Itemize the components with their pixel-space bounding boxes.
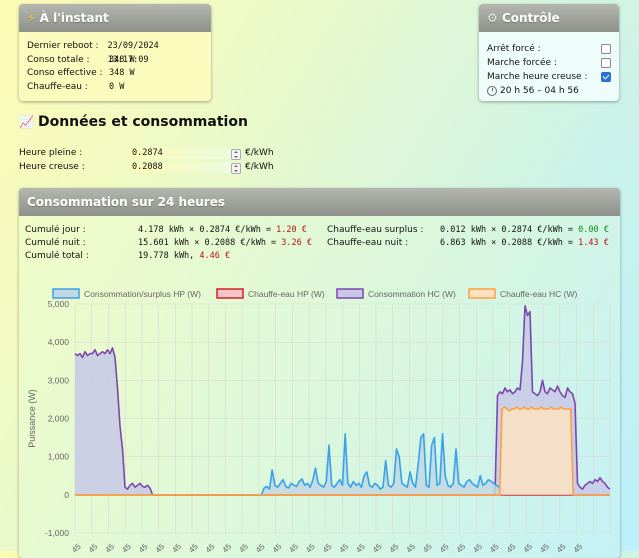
x-tick-label: 45 — [572, 542, 585, 555]
controle-item-label: Arrêt forcé : — [487, 44, 541, 54]
schedule-text: 20 h 56 – 04 h 56 — [500, 86, 579, 96]
y-tick-label: 5,000 — [48, 299, 70, 309]
heure-creuse-unit: €/kWh — [245, 161, 274, 174]
gear-icon: ⚙ — [487, 11, 498, 25]
y-tick-label: 2,000 — [48, 414, 70, 424]
x-tick-label: 45 — [505, 542, 518, 555]
donnees-heading: 📈 Données et consommation — [19, 114, 248, 130]
x-tick-label: 45 — [87, 542, 100, 555]
heure-creuse-row: Heure creuse : 0.2088 €/kWh — [19, 161, 274, 174]
x-tick-label: 45 — [287, 542, 300, 555]
y-tick-label: -1,000 — [45, 528, 69, 538]
controle-item: Marche heure creuse : — [487, 70, 611, 84]
heure-creuse-label: Heure creuse : — [19, 161, 131, 174]
heure-pleine-row: Heure pleine : 0.2874 €/kWh — [19, 147, 274, 160]
controle-checkbox[interactable] — [601, 44, 611, 54]
x-tick-label: 45 — [354, 542, 367, 555]
controle-rows: Arrêt forcé : Marche forcée : Marche heure… — [479, 32, 619, 101]
instant-row-label: Conso totale : — [27, 54, 109, 68]
instant-row: Dernier reboot :23/09/2024 13:17:09 — [27, 40, 203, 54]
instant-header: ⚡ À l'instant — [19, 4, 211, 32]
x-tick-label: 45 — [471, 542, 484, 555]
heure-creuse-input[interactable]: 0.2088 — [131, 162, 242, 173]
chart-trend-icon: 📈 — [19, 115, 34, 129]
y-tick-label: 0 — [64, 490, 69, 500]
instant-row: Chauffe-eau :0 W — [27, 81, 203, 95]
conso-panel: Consommation sur 24 heures Cumulé jour :… — [19, 188, 620, 558]
y-tick-label: 1,000 — [48, 452, 70, 462]
legend-label: Consommation/surplus HP (W) — [84, 289, 201, 299]
x-tick-label: 45 — [455, 542, 468, 555]
legend-swatch — [53, 289, 79, 298]
heure-creuse-value: 0.2088 — [132, 162, 163, 172]
x-tick-label: 45 — [371, 542, 384, 555]
x-tick-label: 45 — [271, 542, 284, 555]
controle-title: Contrôle — [502, 11, 560, 25]
x-tick-label: 45 — [304, 542, 317, 555]
x-tick-label: 45 — [137, 542, 150, 555]
controle-item-label: Marche heure creuse : — [487, 72, 588, 82]
controle-checkbox[interactable] — [601, 72, 611, 82]
controle-item-label: Marche forcée : — [487, 58, 557, 68]
instant-title: À l'instant — [40, 11, 109, 25]
instant-row-value: 348 W — [109, 54, 135, 68]
x-tick-label: 45 — [104, 542, 117, 555]
x-tick-label: 45 — [388, 542, 401, 555]
instant-panel: ⚡ À l'instant Dernier reboot :23/09/2024… — [19, 4, 211, 101]
legend-swatch — [337, 289, 363, 298]
x-tick-label: 45 — [404, 542, 417, 555]
x-tick-label: 45 — [321, 542, 334, 555]
legend-label: Chauffe-eau HP (W) — [248, 289, 325, 299]
heure-pleine-label: Heure pleine : — [19, 147, 131, 160]
schedule-row: 20 h 56 – 04 h 56 — [487, 84, 611, 98]
x-tick-label: 45 — [221, 542, 234, 555]
controle-checkbox[interactable] — [601, 58, 611, 68]
instant-row: Conso effective :348 W — [27, 67, 203, 81]
x-tick-label: 45 — [154, 542, 167, 555]
legend-swatch — [469, 289, 495, 298]
x-tick-label: 45 — [237, 542, 250, 555]
instant-row-label: Dernier reboot : — [27, 40, 108, 54]
instant-row-value: 23/09/2024 13:17:09 — [108, 40, 203, 54]
controle-item: Marche forcée : — [487, 56, 611, 70]
x-tick-label: 45 — [204, 542, 217, 555]
heure-pleine-spinner[interactable] — [231, 149, 241, 160]
x-tick-label: 45 — [555, 542, 568, 555]
y-tick-label: 4,000 — [48, 337, 70, 347]
instant-row-value: 348 W — [109, 67, 135, 81]
heure-creuse-spinner[interactable] — [231, 163, 241, 174]
x-tick-label: 45 — [338, 542, 351, 555]
x-tick-label: 45 — [522, 542, 535, 555]
x-tick-label: 45 — [488, 542, 501, 555]
heure-pleine-value: 0.2874 — [132, 148, 163, 158]
x-tick-label: 45 — [170, 542, 183, 555]
x-tick-label: 45 — [538, 542, 551, 555]
heure-pleine-input[interactable]: 0.2874 — [131, 148, 242, 159]
clock-icon — [487, 86, 497, 96]
x-tick-label: 45 — [421, 542, 434, 555]
y-tick-label: 3,000 — [48, 375, 70, 385]
x-tick-label: 45 — [254, 542, 267, 555]
x-tick-label: 45 — [120, 542, 133, 555]
heure-pleine-unit: €/kWh — [245, 147, 274, 160]
controle-item: Arrêt forcé : — [487, 42, 611, 56]
y-axis-label: Puissance (W) — [27, 389, 37, 448]
instant-row-value: 0 W — [109, 81, 124, 95]
legend-label: Chauffe-eau HC (W) — [500, 289, 577, 299]
legend-swatch — [217, 289, 243, 298]
lightning-icon: ⚡ — [27, 11, 35, 25]
instant-row-label: Chauffe-eau : — [27, 81, 109, 95]
x-tick-label: 45 — [438, 542, 451, 555]
donnees-title: Données et consommation — [38, 114, 248, 130]
legend-label: Consommation HC (W) — [368, 289, 456, 299]
instant-row-label: Conso effective : — [27, 67, 109, 81]
x-tick-label: 45 — [70, 542, 83, 555]
controle-header: ⚙ Contrôle — [479, 4, 619, 32]
controle-panel: ⚙ Contrôle Arrêt forcé : Marche forcée : M… — [479, 4, 619, 101]
x-tick-label: 45 — [187, 542, 200, 555]
instant-row: Conso totale :348 W — [27, 54, 203, 68]
